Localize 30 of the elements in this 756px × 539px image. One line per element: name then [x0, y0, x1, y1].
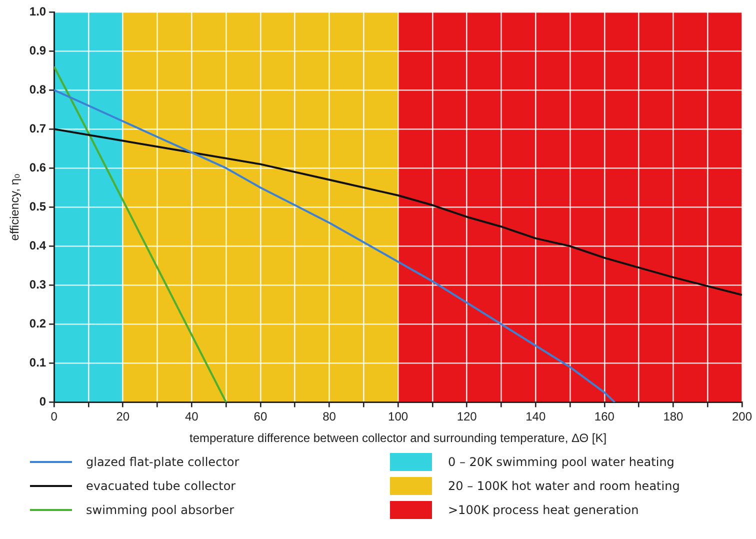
x-tick-label: 100: [388, 410, 408, 424]
x-axis-title: temperature difference between collector and surrounding temperature, ΔΘ [K]: [189, 431, 607, 446]
y-tick-label: 0.8: [29, 82, 46, 96]
legend-label: evacuated tube collector: [86, 479, 236, 493]
y-tick-label: 0.6: [29, 160, 46, 174]
x-tick-label: 60: [254, 410, 268, 424]
y-tick-label: 0.5: [29, 199, 46, 214]
legend-label: glazed flat-plate collector: [86, 455, 240, 469]
x-tick-label: 20: [116, 410, 130, 424]
y-tick-label: 0: [39, 394, 46, 409]
x-tick-label: 180: [663, 410, 684, 424]
x-tick-label: 40: [184, 410, 199, 424]
y-axis-title: efficiency, η₀: [8, 173, 22, 241]
y-tick-label: 1.0: [29, 4, 46, 18]
x-tick-label: 80: [322, 410, 336, 424]
x-tick-label: 200: [732, 410, 752, 424]
y-tick-label: 0.2: [29, 316, 46, 330]
y-tick-label: 0.1: [29, 355, 46, 370]
x-tick-label: 140: [526, 410, 546, 424]
y-tick-label: 0.4: [29, 238, 46, 252]
y-tick-label: 0.9: [29, 43, 46, 58]
legend-label: >100K process heat generation: [448, 503, 639, 517]
x-tick-label: 120: [456, 410, 478, 424]
y-tick-label: 0.7: [29, 121, 46, 136]
legend-label: swimming pool absorber: [86, 503, 234, 517]
x-tick-label: 0: [50, 410, 58, 424]
x-tick-label: 160: [594, 410, 615, 424]
legend-label: 0 – 20K swimming pool water heating: [448, 455, 674, 469]
y-tick-label: 0.3: [29, 277, 46, 292]
legend-label: 20 – 100K hot water and room heating: [448, 479, 680, 493]
